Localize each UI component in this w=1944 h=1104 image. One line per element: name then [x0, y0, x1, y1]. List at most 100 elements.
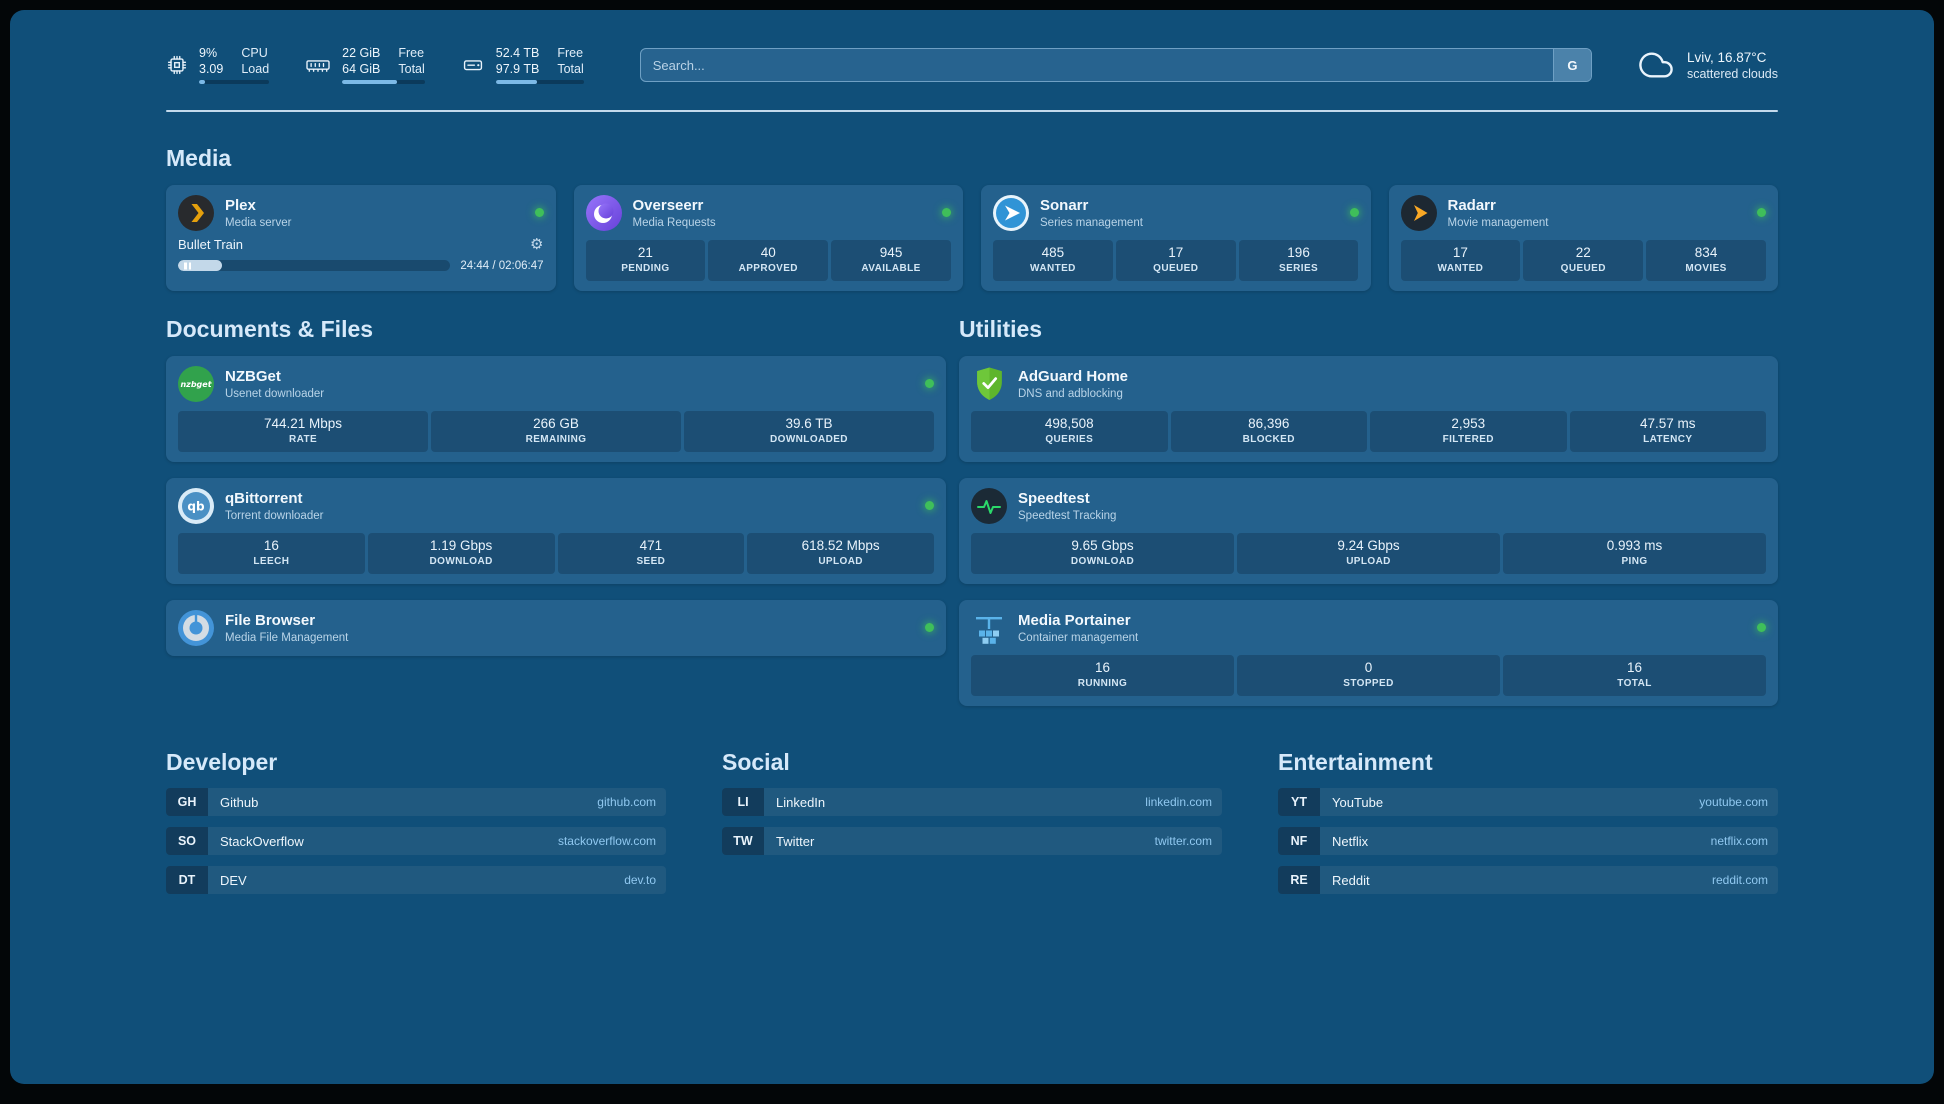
stat-box: 498,508 QUERIES [971, 410, 1168, 452]
bookmark-youtube[interactable]: YT YouTube youtube.com [1278, 788, 1778, 817]
stat-label: MOVIES [1685, 262, 1727, 274]
stat-label: SEED [636, 555, 666, 567]
stat-label: SERIES [1279, 262, 1319, 274]
bookmark-name: LinkedIn [776, 794, 826, 810]
memory-total-value: 64 GiB [342, 62, 381, 76]
stat-label: DOWNLOADED [770, 433, 848, 445]
search-bar[interactable]: G [639, 48, 1592, 82]
bookmark-group-developer: Developer GH Github github.com SO StackOverfl… [166, 748, 666, 895]
status-dot-online [925, 501, 934, 510]
stats-row: 17 WANTED 22 QUEUED 834 MOVIES [1400, 239, 1767, 281]
status-dot-online [1757, 623, 1766, 632]
cpu-progress-bar [199, 80, 270, 85]
status-dot-online [942, 208, 951, 218]
stat-box: 945 AVAILABLE [831, 239, 951, 281]
bookmark-stackoverflow[interactable]: SO StackOverflow stackoverflow.com [166, 827, 666, 856]
app-subtitle: Movie management [1447, 216, 1549, 229]
cpu-values: 9% 3.09 [199, 46, 223, 77]
app-card-filebrowser[interactable]: File Browser Media File Management [166, 599, 946, 656]
bookmark-abbr: GH [166, 788, 208, 817]
bookmark-group-title: Developer [166, 748, 278, 775]
svg-text:qb: qb [187, 499, 205, 513]
stat-label: RATE [288, 433, 318, 445]
app-subtitle: Container management [1018, 631, 1139, 644]
memory-label-2: Total [398, 62, 425, 76]
stats-row: 16 LEECH 1.19 Gbps DOWNLOAD 471 SEED 618.52 Mb… [178, 532, 934, 574]
app-card-adguard[interactable]: AdGuard Home DNS and adblocking 498,508 Q… [959, 355, 1778, 462]
app-card-speedtest[interactable]: Speedtest Speedtest Tracking 9.65 Gbps DO… [959, 477, 1778, 584]
stat-box: 485 WANTED [993, 239, 1113, 281]
memory-labels: Free Total [398, 46, 424, 77]
stat-box: 471 SEED [557, 532, 745, 574]
topbar: 9% 3.09 CPU Load 22 GiB [166, 36, 1778, 94]
bookmark-url: linkedin.com [1145, 795, 1212, 810]
playback-progress-bar[interactable] [178, 260, 451, 272]
pause-icon[interactable] [184, 262, 191, 270]
settings-gear-icon[interactable]: ⚙ [530, 235, 544, 253]
search-input[interactable] [640, 49, 1553, 81]
status-dot-online [1757, 208, 1766, 218]
stat-value: 498,508 [1044, 415, 1094, 431]
memory-values: 22 GiB 64 GiB [342, 46, 380, 77]
bookmark-name: Netflix [1332, 833, 1369, 849]
bookmark-linkedin[interactable]: LI LinkedIn linkedin.com [722, 788, 1222, 817]
stat-box: 40 APPROVED [708, 239, 829, 281]
stat-box: 47.57 ms LATENCY [1569, 410, 1766, 452]
bookmark-url: stackoverflow.com [557, 834, 656, 849]
disk-values: 52.4 TB 97.9 TB [496, 46, 540, 77]
memory-icon [305, 54, 331, 76]
bookmark-abbr: SO [166, 827, 208, 856]
stat-label: PENDING [621, 262, 670, 274]
stat-label: UPLOAD [1346, 555, 1391, 567]
app-card-nzbget[interactable]: nzbget NZBGet Usenet downloader 744.21 M… [166, 355, 946, 462]
app-card-radarr[interactable]: Radarr Movie management 17 WANTED 22 QUEUED… [1388, 184, 1778, 291]
search-engine-button[interactable]: G [1552, 49, 1591, 81]
stat-label: WANTED [1437, 262, 1484, 274]
section-title-documents: Documents & Files [166, 315, 374, 342]
section-title-utilities: Utilities [959, 315, 1043, 342]
stat-box: 1.19 Gbps DOWNLOAD [367, 532, 555, 574]
stat-box: 618.52 Mbps UPLOAD [747, 532, 934, 574]
stat-box: 2,953 FILTERED [1370, 410, 1567, 452]
app-card-portainer[interactable]: Media Portainer Container management 16 R… [959, 599, 1778, 706]
bookmark-twitter[interactable]: TW Twitter twitter.com [722, 827, 1222, 856]
bookmark-name: Twitter [776, 833, 815, 849]
app-subtitle: Usenet downloader [225, 387, 325, 400]
bookmark-url: youtube.com [1699, 795, 1768, 810]
app-card-sonarr[interactable]: Sonarr Series management 485 WANTED 17 QUEU… [981, 184, 1371, 291]
app-card-overseerr[interactable]: Overseerr Media Requests 21 PENDING 40 APPR… [573, 184, 963, 291]
stat-value: 40 [760, 244, 776, 260]
hard-drive-icon [461, 54, 485, 76]
memory-label-1: Free [398, 45, 425, 60]
app-card-plex[interactable]: Plex Media server Bullet Train ⚙ 24:44 /… [166, 184, 556, 291]
stat-label: QUERIES [1045, 433, 1094, 445]
stat-label: PING [1621, 555, 1648, 567]
stat-value: 0 [1364, 659, 1373, 675]
section-documents: Documents & Files nzbget NZBGet Usenet d… [166, 315, 946, 706]
app-card-qbittorrent[interactable]: qb qBittorrent Torrent downloader 16 LEEC… [166, 477, 946, 584]
bookmark-reddit[interactable]: RE Reddit reddit.com [1278, 866, 1778, 895]
bookmark-dev[interactable]: DT DEV dev.to [166, 866, 666, 895]
bookmark-abbr: NF [1278, 827, 1320, 856]
media-card-grid: Plex Media server Bullet Train ⚙ 24:44 /… [166, 184, 1778, 291]
bookmark-abbr: RE [1278, 866, 1320, 895]
app-name: Media Portainer [1018, 611, 1131, 629]
stat-value: 266 GB [533, 415, 579, 431]
app-subtitle: Speedtest Tracking [1018, 509, 1117, 522]
stat-box: 17 WANTED [1400, 239, 1521, 281]
bookmark-group-social: Social LI LinkedIn linkedin.com TW Twitter twi… [722, 748, 1222, 895]
bookmark-github[interactable]: GH Github github.com [166, 788, 666, 817]
cpu-load-value: 3.09 [199, 62, 224, 76]
app-name: File Browser [225, 611, 316, 629]
bookmark-name: Reddit [1332, 872, 1370, 888]
cpu-usage-value: 9% [199, 45, 218, 60]
memory-free-value: 22 GiB [342, 45, 381, 60]
stat-box: 16 LEECH [178, 532, 365, 574]
stat-label: UPLOAD [818, 555, 863, 567]
bookmark-netflix[interactable]: NF Netflix netflix.com [1278, 827, 1778, 856]
cpu-widget: 9% 3.09 CPU Load [166, 46, 270, 85]
disk-label-1: Free [557, 45, 584, 60]
plex-icon [178, 194, 214, 231]
filebrowser-icon [178, 609, 214, 646]
app-subtitle: Media Requests [632, 216, 716, 229]
